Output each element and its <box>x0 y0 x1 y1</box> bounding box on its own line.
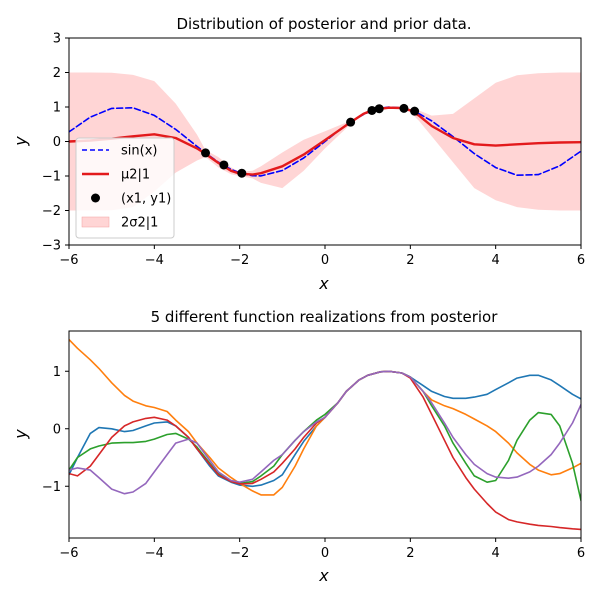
top-chart-title: Distribution of posterior and prior data… <box>176 15 471 33</box>
bottom-y-tick-label-0: −1 <box>42 480 61 495</box>
top-x-axis-label: x <box>318 274 329 293</box>
bottom-plot-area: −6 −4 −2 0 2 4 6 −1 0 1 <box>42 330 585 561</box>
top-y-tick-label-1: −2 <box>42 204 61 219</box>
bottom-y-tick-label-2: 1 <box>53 365 61 380</box>
top-y-tick-label-0: −3 <box>42 239 61 254</box>
top-y-tick-label-2: −1 <box>42 170 61 185</box>
top-legend-box <box>75 137 175 239</box>
top-data-point-2 <box>237 168 247 178</box>
top-y-axis-label: y <box>11 136 30 147</box>
top-x-tick-label-1: −4 <box>145 253 164 268</box>
top-x-tick-label-2: −2 <box>230 253 249 268</box>
top-x-tick-label-3: 0 <box>321 253 329 268</box>
bottom-x-tick-label-0: −6 <box>59 546 78 561</box>
bottom-series-line-2 <box>69 370 581 502</box>
bottom-chart: 5 different function realizations from p… <box>11 308 585 585</box>
top-x-tick-label-5: 4 <box>492 253 500 268</box>
top-plot-area: −6 −4 −2 0 2 4 6 −3 −2 −1 0 1 2 3 sin(x) μ2|1 (x1, y1) 2σ… <box>42 32 585 269</box>
bottom-chart-title: 5 different function realizations from p… <box>151 308 499 326</box>
top-legend-label-3: 2σ2|1 <box>121 216 158 231</box>
bottom-x-tick-label-4: 2 <box>406 546 414 561</box>
bottom-series-line-3 <box>69 370 581 531</box>
bottom-y-tick-label-1: 0 <box>53 422 61 437</box>
top-legend-label-2: (x1, y1) <box>121 192 171 207</box>
top-x-tick-label-4: 2 <box>406 253 414 268</box>
top-legend: sin(x) μ2|1 (x1, y1) 2σ2|1 <box>75 137 175 239</box>
bottom-series-line-0 <box>69 370 581 488</box>
bottom-plot-marks <box>69 338 581 531</box>
top-y-tick-label-3: 0 <box>53 135 61 150</box>
top-legend-label-1: μ2|1 <box>121 168 150 183</box>
top-data-point-3 <box>346 117 356 127</box>
top-plot-marks <box>69 72 581 211</box>
top-data-point-5 <box>374 104 384 114</box>
bottom-x-tick-label-1: −4 <box>145 546 164 561</box>
top-legend-handle-3 <box>81 216 110 228</box>
top-legend-handle-2 <box>91 193 100 203</box>
bottom-x-tick-label-2: −2 <box>230 546 249 561</box>
top-x-tick-label-6: 6 <box>577 253 585 268</box>
top-series-line-1 <box>69 106 581 176</box>
top-data-point-7 <box>410 106 420 116</box>
bottom-x-tick-label-6: 6 <box>577 546 585 561</box>
top-data-point-1 <box>219 160 229 170</box>
top-data-point-6 <box>399 103 409 113</box>
top-chart: Distribution of posterior and prior data… <box>11 15 585 293</box>
bottom-y-axis-label: y <box>11 429 30 440</box>
bottom-x-axis-label: x <box>318 566 329 585</box>
top-data-point-4 <box>367 105 377 115</box>
bottom-x-tick-label-5: 4 <box>492 546 500 561</box>
bottom-axes-frame <box>68 330 582 539</box>
bottom-x-tick-label-3: 0 <box>321 546 329 561</box>
top-x-tick-label-0: −6 <box>59 253 78 268</box>
top-y-tick-label-5: 2 <box>53 66 61 81</box>
top-y-tick-label-4: 1 <box>53 101 61 116</box>
top-y-tick-label-6: 3 <box>53 32 61 47</box>
top-data-point-0 <box>201 148 211 158</box>
bottom-series-line-4 <box>69 370 581 495</box>
top-legend-label-0: sin(x) <box>121 144 157 159</box>
